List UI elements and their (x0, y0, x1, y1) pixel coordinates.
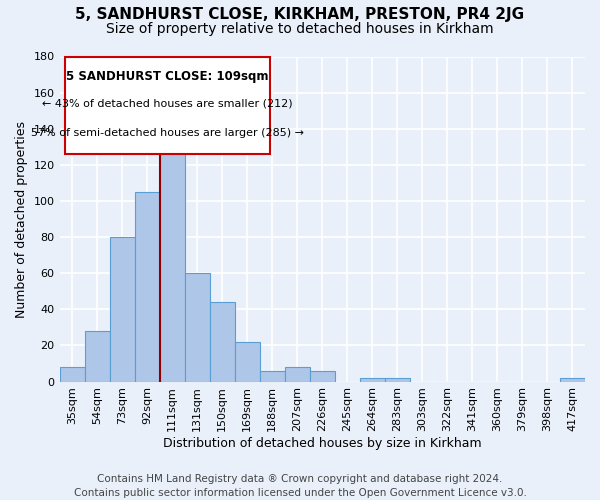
Bar (59, 367, 85, 382)
Bar (85, 331, 110, 382)
Bar (285, 367, 310, 382)
Text: 5 SANDHURST CLOSE: 109sqm: 5 SANDHURST CLOSE: 109sqm (66, 70, 269, 82)
Text: Contains HM Land Registry data ® Crown copyright and database right 2024.
Contai: Contains HM Land Registry data ® Crown c… (74, 474, 526, 498)
Text: ← 43% of detached houses are smaller (212): ← 43% of detached houses are smaller (21… (42, 99, 293, 109)
Bar (160, 138, 185, 382)
Bar (560, 378, 585, 382)
Bar (185, 273, 209, 382)
Text: 57% of semi-detached houses are larger (285) →: 57% of semi-detached houses are larger (… (31, 128, 304, 138)
Text: 5, SANDHURST CLOSE, KIRKHAM, PRESTON, PR4 2JG: 5, SANDHURST CLOSE, KIRKHAM, PRESTON, PR… (76, 8, 524, 22)
Bar (209, 302, 235, 382)
Bar (310, 370, 335, 382)
Bar (385, 378, 410, 382)
X-axis label: Distribution of detached houses by size in Kirkham: Distribution of detached houses by size … (163, 437, 482, 450)
Bar (360, 378, 385, 382)
Bar (260, 370, 285, 382)
Bar (134, 192, 160, 382)
FancyBboxPatch shape (65, 56, 270, 154)
Y-axis label: Number of detached properties: Number of detached properties (15, 120, 28, 318)
Bar (235, 342, 260, 382)
Text: Size of property relative to detached houses in Kirkham: Size of property relative to detached ho… (106, 22, 494, 36)
Bar (110, 237, 134, 382)
